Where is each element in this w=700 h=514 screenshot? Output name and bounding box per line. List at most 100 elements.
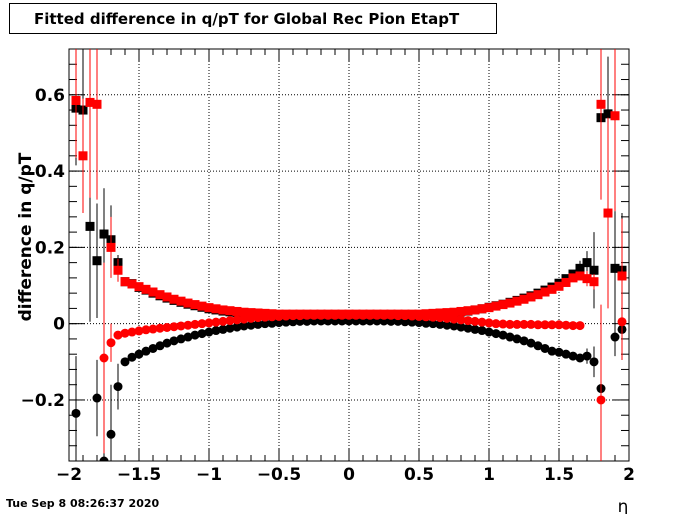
data-point-circle <box>568 321 578 331</box>
data-point-square <box>603 109 613 119</box>
data-point-circle <box>519 336 529 346</box>
data-point-square <box>610 111 620 121</box>
data-point-square <box>99 229 109 239</box>
data-point-square <box>183 298 193 308</box>
data-point-circle <box>218 316 228 326</box>
data-point-circle <box>575 321 585 331</box>
data-point-square <box>603 208 613 218</box>
data-point-circle <box>190 330 200 340</box>
data-point-square <box>610 263 620 273</box>
data-point-square <box>218 305 228 315</box>
data-point-square <box>71 96 81 105</box>
data-point-circle <box>183 320 193 330</box>
data-point-circle <box>260 312 270 322</box>
data-point-square <box>589 265 599 275</box>
data-point-circle <box>491 319 501 329</box>
data-point-square <box>547 284 557 294</box>
x-tick-label: −0.5 <box>257 465 301 485</box>
data-point-circle <box>400 311 410 321</box>
data-point-circle <box>449 321 459 331</box>
data-point-square <box>617 271 627 281</box>
data-point-circle <box>148 324 158 334</box>
data-point-circle <box>365 310 375 320</box>
data-point-circle <box>540 343 550 353</box>
data-point-circle <box>372 310 382 320</box>
x-tick-label: −2 <box>56 465 82 485</box>
data-point-circle <box>456 315 466 325</box>
data-point-circle <box>99 353 109 363</box>
data-point-square <box>589 277 599 287</box>
data-point-circle <box>197 329 207 339</box>
data-point-circle <box>281 311 291 321</box>
data-point-circle <box>491 329 501 339</box>
data-point-circle <box>211 326 221 336</box>
data-point-circle <box>183 332 193 342</box>
data-point-circle <box>176 321 186 331</box>
data-point-square <box>596 99 606 109</box>
data-point-circle <box>127 352 137 362</box>
data-point-square <box>85 97 95 107</box>
data-point-circle <box>554 320 564 330</box>
data-point-circle <box>141 325 151 335</box>
data-point-square <box>232 306 242 316</box>
data-point-square <box>505 298 515 308</box>
data-point-circle <box>120 328 130 338</box>
data-point-circle <box>414 311 424 321</box>
data-point-square <box>519 294 529 304</box>
data-point-circle <box>386 310 396 320</box>
data-point-circle <box>295 311 305 321</box>
data-point-circle <box>512 319 522 329</box>
data-point-circle <box>617 317 627 327</box>
data-point-circle <box>71 408 81 418</box>
tick-labels: −2 −1.5 −1 −0.5 0 0.5 1 1.5 2 −0.2 0 0.2 0.4 0.6 <box>21 86 635 485</box>
data-point-square <box>442 308 452 318</box>
data-point-circle <box>456 322 466 332</box>
data-point-circle <box>92 393 102 403</box>
data-point-circle <box>288 311 298 321</box>
data-point-circle <box>358 310 368 320</box>
data-point-circle <box>519 319 529 329</box>
y-tick-label: −0.2 <box>21 391 65 411</box>
data-point-square <box>92 99 102 109</box>
data-point-square <box>435 308 445 318</box>
series-4 <box>99 262 627 461</box>
data-point-square <box>554 281 564 291</box>
y-axis-title: difference in q/pT <box>16 152 36 321</box>
data-point-circle <box>253 313 263 323</box>
data-point-square <box>575 271 585 281</box>
data-point-circle <box>484 318 494 328</box>
data-point-circle <box>162 322 172 332</box>
data-point-square <box>484 303 494 313</box>
chart-title: Fitted difference in q/pT for Global Rec… <box>9 3 497 34</box>
data-point-square <box>176 296 186 306</box>
data-point-circle <box>127 327 137 337</box>
data-point-circle <box>421 318 431 328</box>
data-point-circle <box>155 341 165 351</box>
data-point-circle <box>449 314 459 324</box>
data-point-square <box>148 287 158 297</box>
axis-ticks <box>68 48 630 462</box>
data-point-circle <box>421 312 431 322</box>
data-point-circle <box>232 322 242 332</box>
data-point-circle <box>302 310 312 320</box>
data-point-square <box>113 265 123 275</box>
data-point-square <box>463 306 473 316</box>
data-point-square <box>582 274 592 284</box>
data-point-circle <box>134 349 144 359</box>
grid <box>69 49 629 461</box>
data-point-circle <box>197 319 207 329</box>
data-point-circle <box>610 332 620 342</box>
data-point-circle <box>232 315 242 325</box>
data-point-circle <box>393 311 403 321</box>
data-point-circle <box>239 321 249 331</box>
data-point-circle <box>442 313 452 323</box>
data-point-circle <box>260 319 270 329</box>
data-point-circle <box>477 317 487 327</box>
data-point-circle <box>225 316 235 326</box>
data-point-circle <box>554 347 564 357</box>
data-point-circle <box>330 310 340 320</box>
data-point-circle <box>589 357 599 367</box>
data-point-circle <box>463 323 473 333</box>
data-point-square <box>190 300 200 310</box>
